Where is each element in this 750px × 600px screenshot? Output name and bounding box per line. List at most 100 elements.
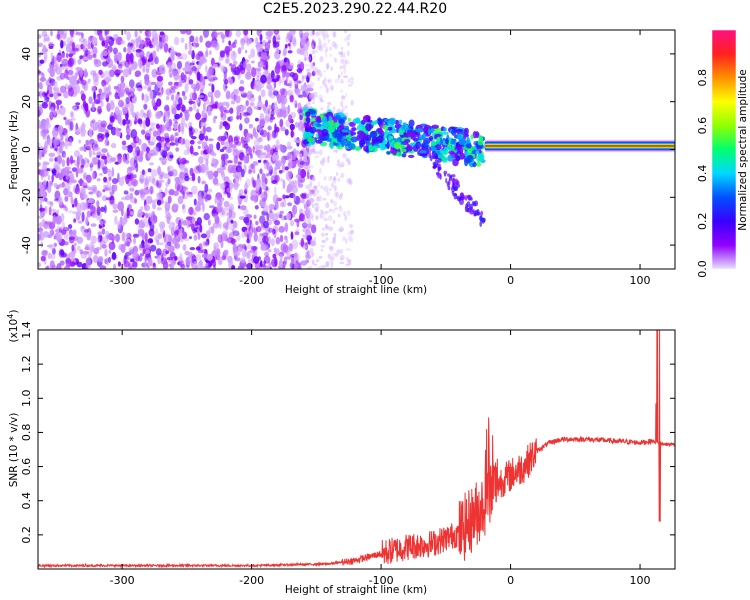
spectrogram-faint-blob [315,191,319,196]
spectrogram-noise-blob [189,35,195,43]
spectrogram-faint-blob [306,207,310,210]
spectrogram-faint-blob [314,263,317,266]
spectrogram-faint-blob [319,85,323,89]
spectrogram-faint-blob [348,239,354,243]
spectrogram-faint-blob [324,76,327,82]
spectrogram-noise-blob [280,95,285,105]
spectrogram-noise-blob [134,218,140,225]
spectrogram-noise-blob [237,265,244,269]
spectrogram-noise-blob [272,153,276,162]
spectrogram-faint-blob [312,91,318,98]
spectrogram-noise-blob [146,110,150,119]
spectrogram-noise-blob [118,177,125,186]
colorbar-ticks: 0.00.20.40.60.8 [696,69,709,278]
spectrogram-noise-blob [85,244,90,250]
spectrogram-faint-blob [327,155,330,159]
spectrogram-noise-blob [225,30,230,37]
spectrogram-noise-blob [165,243,169,249]
spectrogram-noise-blob [259,215,266,225]
spectrogram-faint-blob [340,174,345,178]
spectrogram-noise-blob [139,30,143,34]
spectrogram-noise-blob [88,191,94,195]
spectrogram-noise-blob [259,33,263,42]
spectrogram-noise-blob [97,151,102,155]
spectrogram-noise-blob [239,152,245,161]
spectrogram-noise-blob [96,178,101,182]
spectrogram-noise-blob [220,34,226,39]
spectrogram-noise-blob [198,156,204,165]
spectrogram-faint-blob [337,159,340,164]
spectrogram-band-blob [354,147,361,151]
spectrogram-faint-blob [314,202,319,207]
spectrogram-noise-blob [248,38,252,45]
spectrogram-noise-blob [42,170,49,177]
spectrogram-noise-blob [69,49,73,55]
spectrogram-noise-blob [224,141,229,149]
spectrogram-noise-blob [151,38,155,42]
spectrogram-noise-blob [127,204,132,210]
spectrogram-noise-blob [133,237,136,245]
spectrogram-faint-blob [319,39,323,46]
spectrogram-faint-blob [323,35,326,42]
spectrogram-noise-blob [285,212,292,221]
spectrogram-noise-blob [130,211,134,216]
spectrogram-noise-blob [271,130,277,139]
spectrogram-noise-blob [189,167,194,177]
spectrogram-noise-blob [100,120,108,128]
spectrogram-noise-blob [57,52,62,56]
snr-y-ticks: 0.20.40.60.81.01.21.4 [20,321,675,544]
snr-series-line [38,330,675,569]
spectrogram-noise-blob [165,206,170,217]
spectrogram-noise-blob [286,152,293,161]
spectrogram-noise-blob [120,243,126,253]
spectrogram-noise-blob [203,30,209,38]
spectrogram-band-blob [347,117,351,122]
spectrogram-band-blob [399,148,407,153]
spectrogram-noise-blob [232,60,238,66]
spectrogram-faint-blob [334,253,339,257]
spectrogram-faint-blob [325,261,330,268]
spectrogram-faint-blob [310,84,313,90]
spectrogram-noise-blob [126,214,130,219]
spectrogram-faint-blob [350,80,354,85]
spectrogram-faint-blob [329,53,333,58]
spectrogram-faint-blob [330,260,334,267]
spectrogram-noise-blob [185,30,192,35]
spectrogram-noise-blob [279,118,284,128]
spectrogram-noise-blob [42,91,46,98]
spectrogram-band-blob [441,157,448,163]
spectrogram-noise-blob [185,256,191,266]
spectrogram-noise-blob [135,49,142,53]
spectrogram-noise-blob [312,30,315,36]
spectrogram-noise-blob [48,82,53,92]
spectrogram-band-blob [422,126,430,134]
spectrogram-noise-blob [300,237,305,248]
spectrogram-noise-blob [217,256,223,266]
spectrogram-faint-blob [308,190,313,197]
spectrogram-y-tick-label: -40 [20,236,33,254]
spectrogram-noise-blob [293,253,300,261]
spectrogram-noise-blob [192,229,198,234]
spectrogram-faint-blob [329,258,332,264]
spectrogram-faint-blob [325,223,328,229]
spectrogram-noise-blob [202,78,206,86]
spectrogram-noise-blob [49,157,54,162]
spectrogram-noise-blob [195,53,201,60]
spectrogram-noise-blob [60,59,68,65]
spectrogram-noise-blob [233,145,237,153]
spectrogram-tail-blob [428,146,432,153]
spectrogram-noise-blob [56,263,62,269]
spectrogram-faint-blob [308,149,314,154]
spectrogram-noise-blob [253,195,257,204]
spectrogram-tail-blob [481,217,486,224]
spectrogram-noise-blob [45,79,51,85]
spectrogram-noise-blob [156,79,163,89]
spectrogram-band-blob [305,111,311,118]
spectrogram-faint-blob [339,65,343,70]
spectrogram-noise-blob [227,255,233,264]
spectrogram-band-blob [436,137,441,142]
spectrogram-noise-blob [83,68,88,78]
spectrogram-noise-blob [270,238,275,247]
spectrogram-band-blob [377,118,383,126]
